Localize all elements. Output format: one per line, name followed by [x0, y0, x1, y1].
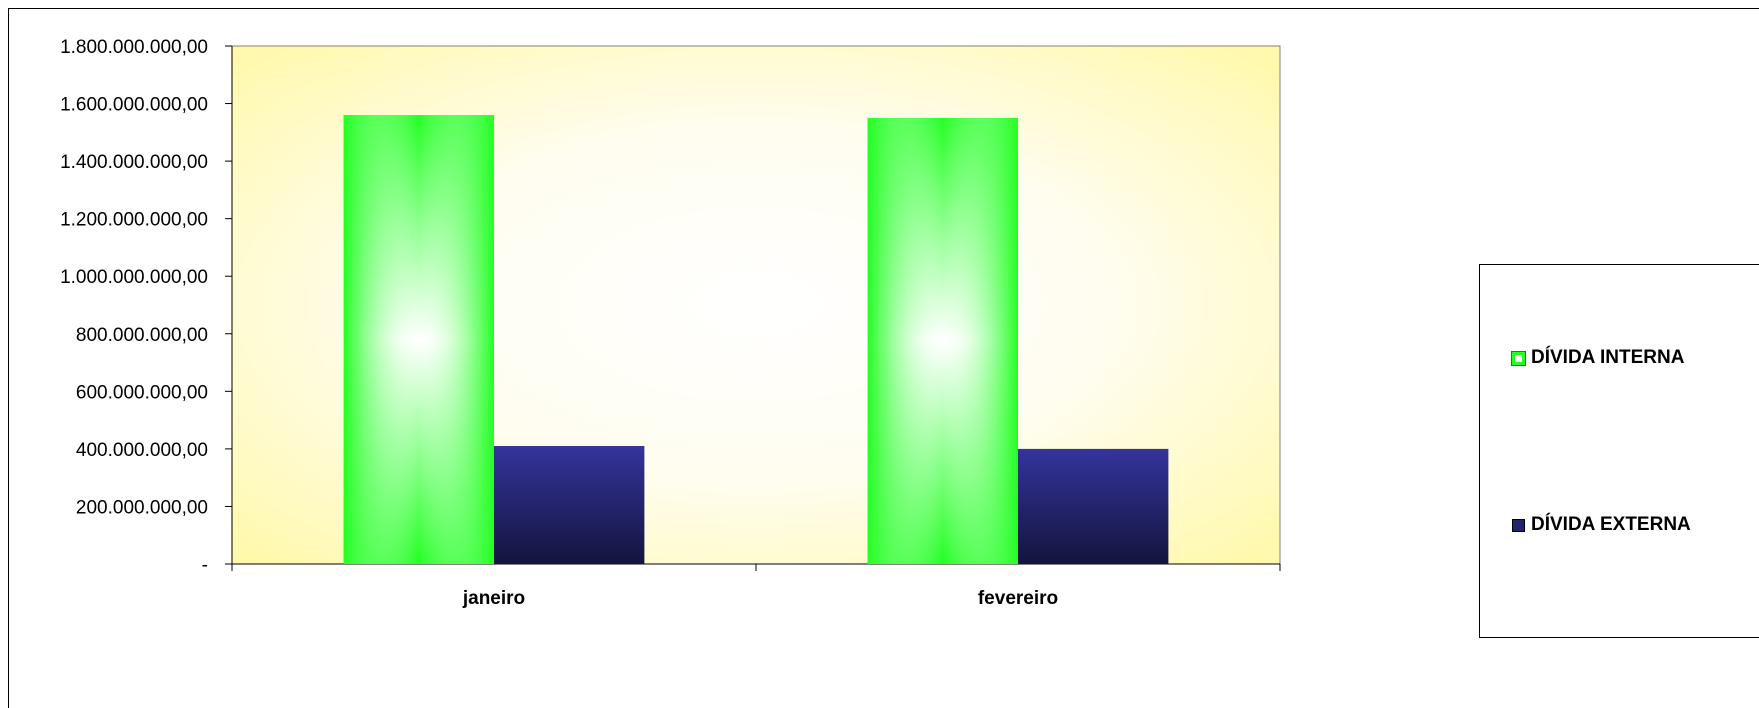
y-tick-label: 1.200.000.000,00 — [60, 210, 208, 231]
y-tick-label: 800.000.000,00 — [76, 325, 208, 346]
bar-divida-externa — [494, 446, 645, 564]
legend-swatch-externa — [1512, 518, 1525, 532]
y-tick-label: 1.000.000.000,00 — [60, 267, 208, 288]
y-tick-label: - — [202, 555, 208, 576]
y-tick-label: 400.000.000,00 — [76, 440, 208, 461]
legend: DÍVIDA INTERNA DÍVIDA EXTERNA — [1479, 264, 1759, 638]
bar-divida-externa — [1018, 448, 1169, 564]
bar-divida-interna-shade — [867, 117, 1018, 564]
x-tick-label: janeiro — [462, 588, 525, 609]
x-tick-label: fevereiro — [978, 588, 1058, 609]
bar-divida-interna-shade — [343, 115, 494, 565]
chart-frame — [8, 8, 1759, 708]
legend-swatch-interna — [1511, 350, 1526, 366]
legend-item-interna: DÍVIDA INTERNA — [1511, 347, 1685, 369]
legend-item-externa: DÍVIDA EXTERNA — [1512, 514, 1691, 536]
legend-label-externa: DÍVIDA EXTERNA — [1531, 514, 1691, 535]
y-tick-label: 1.400.000.000,00 — [60, 152, 208, 173]
y-tick-label: 1.800.000.000,00 — [60, 37, 208, 58]
legend-label-interna: DÍVIDA INTERNA — [1531, 347, 1685, 368]
y-tick-label: 200.000.000,00 — [76, 497, 208, 518]
y-tick-label: 600.000.000,00 — [76, 382, 208, 403]
y-tick-label: 1.600.000.000,00 — [60, 95, 208, 116]
